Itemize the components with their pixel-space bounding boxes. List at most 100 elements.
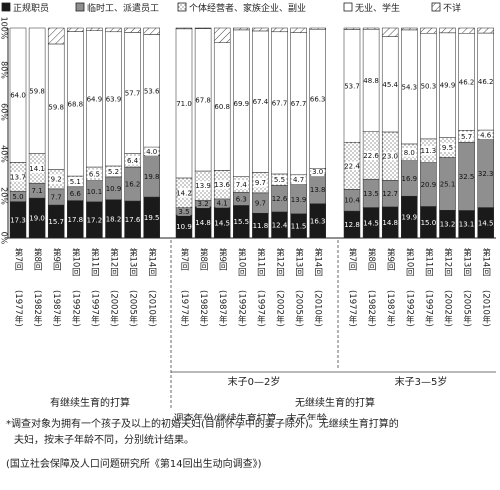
data-label-self: 4.6 bbox=[480, 131, 492, 139]
data-label-bg bbox=[345, 195, 359, 205]
data-label-regular: 19.0 bbox=[29, 215, 45, 223]
data-label-bg bbox=[68, 176, 82, 186]
legend-label-self: 个体经营者、家族企业、副业 bbox=[189, 2, 306, 14]
group-label: 末子0—2岁 bbox=[228, 375, 281, 388]
y-tick-label: 20% bbox=[0, 187, 9, 205]
data-label-temp: 12.6 bbox=[272, 195, 288, 203]
data-label-regular: 13.2 bbox=[440, 221, 456, 229]
data-label-temp: 3.5 bbox=[178, 208, 189, 216]
stacked-bar-chart: 正规职员 临时工、派遣员工 个体经营者、家族企业、副业 无业、学生 不详 0% 20% 40%… bbox=[0, 2, 496, 420]
data-label-none: 46.2 bbox=[478, 78, 494, 86]
x-tick-label-year: (2002年) bbox=[109, 290, 119, 327]
x-tick-label-year: (2002年) bbox=[275, 290, 285, 327]
data-label-bg bbox=[49, 192, 63, 202]
legend-swatch-temp bbox=[75, 2, 85, 12]
data-label-bg bbox=[292, 194, 306, 204]
x-tick-label-year: (2010年) bbox=[313, 290, 323, 327]
bar-segment-unknown bbox=[271, 27, 288, 33]
data-label-temp: 9.7 bbox=[255, 200, 266, 208]
footnote-line-1: *调查对象为拥有一个孩子及以上的初婚夫妇(目前怀孕中的妻子除外)。无继续生育打算… bbox=[6, 419, 399, 430]
data-label-regular: 12.4 bbox=[272, 221, 288, 229]
data-label-bg bbox=[383, 189, 397, 199]
y-tick-label: 80% bbox=[0, 61, 9, 79]
x-tick-label-round: 第8回 bbox=[366, 247, 376, 271]
bar-segment-unknown bbox=[477, 27, 494, 34]
data-label-none: 46.2 bbox=[459, 78, 475, 86]
x-tick-label-round: 第9回 bbox=[51, 247, 61, 271]
data-label-bg bbox=[215, 198, 229, 208]
data-label-bg bbox=[215, 180, 229, 190]
data-label-none: 54.3 bbox=[402, 83, 418, 91]
x-tick-label-round: 第7回 bbox=[179, 247, 189, 271]
bar-segment-unknown bbox=[213, 27, 231, 43]
x-tick-label-round: 第14回 bbox=[313, 247, 323, 276]
x-tick-label-round: 第14回 bbox=[481, 247, 491, 276]
bar-segment-unknown bbox=[362, 27, 380, 30]
data-label-temp: 10.9 bbox=[106, 185, 122, 193]
bar-segment-unknown bbox=[47, 27, 65, 45]
legend-swatch-unknown bbox=[431, 2, 441, 12]
legend-label-none: 无业、学生 bbox=[355, 2, 400, 14]
data-label-self: 5.5 bbox=[274, 176, 285, 184]
bar-segment-unknown bbox=[401, 27, 418, 31]
data-label-bg bbox=[253, 178, 267, 188]
data-label-bg bbox=[460, 171, 474, 181]
data-label-bg bbox=[460, 131, 474, 141]
data-label-none: 59.8 bbox=[29, 87, 45, 95]
x-tick-label-round: 第10回 bbox=[404, 247, 414, 276]
data-label-none: 67.7 bbox=[291, 100, 307, 108]
data-label-none: 67.7 bbox=[272, 99, 288, 107]
data-label-none: 60.8 bbox=[214, 103, 230, 111]
data-label-bg bbox=[68, 189, 82, 199]
x-tick-label-year: (1997年) bbox=[89, 290, 99, 327]
data-label-bg bbox=[441, 179, 454, 189]
data-label-bg bbox=[402, 147, 416, 157]
x-tick-label-year: (2005年) bbox=[462, 290, 472, 327]
data-label-none: 67.8 bbox=[195, 96, 211, 104]
x-tick-label-round: 第8回 bbox=[198, 247, 208, 271]
data-label-self: 5.1 bbox=[70, 178, 81, 186]
x-tick-label-round: 第8回 bbox=[32, 247, 42, 271]
data-label-temp: 7.1 bbox=[32, 187, 43, 195]
bar-segment-unknown bbox=[194, 27, 212, 29]
group-superlabel: 无继续生育的打算 bbox=[295, 396, 375, 409]
data-label-self: 13.7 bbox=[10, 173, 26, 181]
data-label-self: 5.7 bbox=[461, 133, 472, 141]
data-label-bg bbox=[292, 175, 306, 185]
data-label-regular: 13.1 bbox=[459, 221, 475, 229]
data-label-regular: 17.6 bbox=[125, 216, 141, 224]
data-label-temp: 6.3 bbox=[236, 195, 247, 203]
data-label-regular: 14.5 bbox=[478, 219, 494, 227]
y-tick-label: 100% bbox=[0, 17, 9, 40]
data-label-none: 45.4 bbox=[382, 81, 398, 89]
group-label: 末子3—5岁 bbox=[395, 375, 448, 388]
legend-label-regular: 正规职员 bbox=[13, 3, 49, 14]
x-tick-label-year: (1977年) bbox=[347, 290, 357, 327]
data-label-bg bbox=[107, 183, 120, 193]
data-label-temp: 5.0 bbox=[12, 193, 23, 201]
x-tick-label-round: 第14回 bbox=[147, 247, 157, 276]
x-tick-label-year: (1997年) bbox=[255, 290, 265, 327]
x-tick-label-round: 第9回 bbox=[217, 247, 227, 271]
bar-segment-unknown bbox=[252, 27, 269, 32]
data-label-bg bbox=[311, 167, 325, 177]
data-label-self: 11.3 bbox=[421, 147, 437, 155]
data-label-bg bbox=[253, 198, 267, 208]
data-label-self: 9.2 bbox=[51, 176, 62, 184]
data-label-regular: 15.7 bbox=[48, 218, 64, 226]
data-label-bg bbox=[196, 181, 210, 191]
x-tick-label-round: 第10回 bbox=[70, 247, 80, 276]
data-label-regular: 15.0 bbox=[421, 219, 437, 227]
data-label-bg bbox=[30, 163, 44, 173]
bar-segment-unknown bbox=[67, 27, 84, 32]
data-label-self: 9.5 bbox=[442, 144, 453, 152]
data-label-self: 4.0 bbox=[146, 148, 157, 156]
data-label-self: 14.2 bbox=[176, 189, 192, 197]
data-label-temp: 13.9 bbox=[291, 196, 307, 204]
data-label-bg bbox=[441, 143, 454, 153]
data-label-self: 8.0 bbox=[404, 149, 415, 157]
data-label-none: 63.9 bbox=[106, 95, 122, 103]
data-label-regular: 17.2 bbox=[87, 216, 103, 224]
data-label-temp: 13.5 bbox=[363, 190, 379, 198]
x-tick-label-round: 第12回 bbox=[109, 247, 119, 276]
